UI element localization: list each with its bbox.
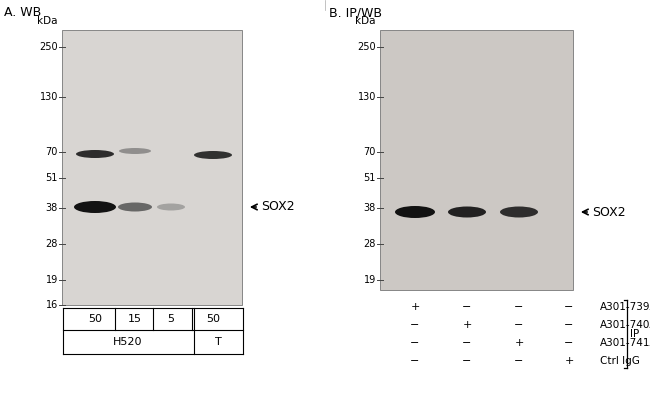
Text: 16: 16 xyxy=(46,300,58,310)
Text: 19: 19 xyxy=(46,275,58,285)
Ellipse shape xyxy=(76,150,114,158)
Ellipse shape xyxy=(74,201,116,213)
Text: H520: H520 xyxy=(113,337,143,347)
Text: −: − xyxy=(462,338,472,348)
Text: −: − xyxy=(514,302,524,312)
Ellipse shape xyxy=(118,202,152,211)
Text: −: − xyxy=(462,302,472,312)
Text: 70: 70 xyxy=(46,147,58,157)
Text: 50: 50 xyxy=(206,314,220,324)
Ellipse shape xyxy=(157,204,185,211)
Text: T: T xyxy=(214,337,222,347)
Text: 28: 28 xyxy=(46,239,58,249)
Text: B. IP/WB: B. IP/WB xyxy=(329,6,382,19)
Text: 51: 51 xyxy=(46,173,58,183)
Text: −: − xyxy=(564,320,574,330)
Text: +: + xyxy=(462,320,472,330)
Ellipse shape xyxy=(500,206,538,217)
Text: −: − xyxy=(462,356,472,366)
Text: −: − xyxy=(564,338,574,348)
Text: −: − xyxy=(514,356,524,366)
Text: A301-741A: A301-741A xyxy=(600,338,650,348)
Text: Ctrl IgG: Ctrl IgG xyxy=(600,356,640,366)
Text: 130: 130 xyxy=(358,92,376,102)
Text: 50: 50 xyxy=(88,314,102,324)
Text: A. WB: A. WB xyxy=(4,6,41,19)
Text: −: − xyxy=(564,302,574,312)
Ellipse shape xyxy=(448,206,486,217)
Text: 28: 28 xyxy=(363,239,376,249)
Text: 51: 51 xyxy=(363,173,376,183)
Text: +: + xyxy=(410,302,420,312)
Ellipse shape xyxy=(395,206,435,218)
Text: +: + xyxy=(514,338,524,348)
Text: 130: 130 xyxy=(40,92,58,102)
Text: 5: 5 xyxy=(168,314,174,324)
Text: SOX2: SOX2 xyxy=(261,200,294,213)
Text: −: − xyxy=(514,320,524,330)
Text: −: − xyxy=(410,338,420,348)
Text: kDa: kDa xyxy=(356,16,376,26)
Text: A301-739A: A301-739A xyxy=(600,302,650,312)
Text: 38: 38 xyxy=(46,203,58,213)
Text: 15: 15 xyxy=(128,314,142,324)
Text: 250: 250 xyxy=(40,42,58,52)
Text: −: − xyxy=(410,320,420,330)
Text: 70: 70 xyxy=(363,147,376,157)
Text: IP: IP xyxy=(630,329,639,339)
Text: A301-740A: A301-740A xyxy=(600,320,650,330)
Bar xyxy=(62,30,242,305)
Text: 250: 250 xyxy=(358,42,376,52)
Text: +: + xyxy=(564,356,574,366)
Text: kDa: kDa xyxy=(38,16,58,26)
Text: −: − xyxy=(410,356,420,366)
Ellipse shape xyxy=(119,148,151,154)
Ellipse shape xyxy=(194,151,232,159)
Text: 38: 38 xyxy=(364,203,376,213)
Text: SOX2: SOX2 xyxy=(592,206,625,219)
Bar xyxy=(380,30,573,290)
Text: 19: 19 xyxy=(364,275,376,285)
